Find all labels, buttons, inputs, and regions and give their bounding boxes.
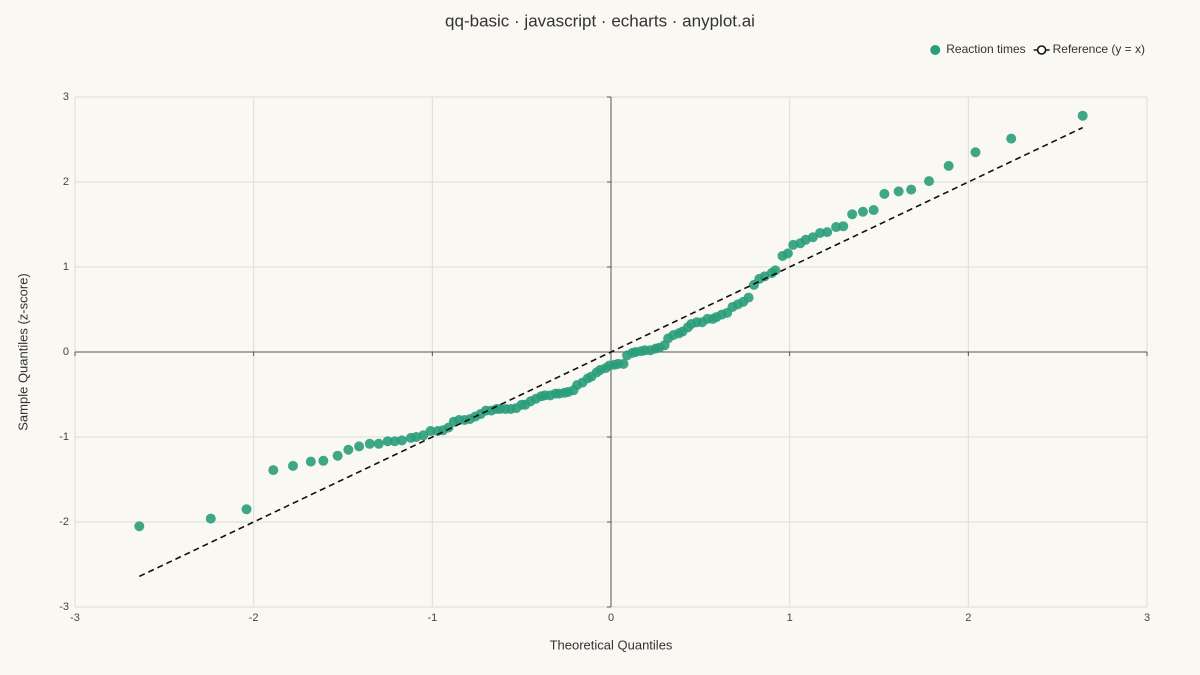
data-point <box>287 460 298 471</box>
data-point <box>847 209 858 220</box>
y-axis-label: Sample Quantiles (z-score) <box>15 273 30 431</box>
x-axis-label: Theoretical Quantiles <box>550 637 673 652</box>
legend-item: Reaction times <box>930 42 1026 56</box>
data-point <box>1006 133 1017 144</box>
data-point <box>425 426 436 437</box>
legend-label: Reaction times <box>946 42 1025 56</box>
y-tick-label: 2 <box>63 176 69 188</box>
data-point <box>970 147 981 158</box>
data-point <box>332 450 343 461</box>
data-point <box>879 188 890 199</box>
data-point <box>782 248 793 259</box>
y-tick-label: 3 <box>63 91 69 103</box>
y-tick-label: -2 <box>59 516 69 528</box>
x-tick-label: 2 <box>965 612 971 624</box>
x-tick-label: -2 <box>249 612 259 624</box>
data-point <box>318 455 329 466</box>
data-point <box>382 436 393 447</box>
chart-title: qq-basic · javascript · echarts · anyplo… <box>445 11 755 30</box>
reference-line <box>138 126 1084 578</box>
data-point <box>838 221 849 232</box>
data-point <box>305 456 316 467</box>
legend-symbol <box>1036 45 1047 55</box>
x-tick-label: 1 <box>787 612 793 624</box>
y-tick-label: -3 <box>59 601 69 613</box>
x-tick-label: -3 <box>70 612 80 624</box>
data-point <box>924 176 935 187</box>
data-point <box>205 513 216 524</box>
data-point <box>770 265 781 276</box>
y-tick-label: 0 <box>63 346 69 358</box>
data-point <box>343 444 354 455</box>
data-point <box>134 521 145 532</box>
data-point <box>354 441 365 452</box>
data-point <box>943 160 954 171</box>
data-point <box>906 184 917 195</box>
data-point <box>618 358 629 369</box>
y-tick-label: -1 <box>59 431 69 443</box>
data-point <box>373 438 384 449</box>
data-point <box>822 227 833 238</box>
x-tick-label: 3 <box>1144 612 1150 624</box>
data-point <box>857 206 868 217</box>
data-point <box>241 504 252 515</box>
data-point <box>743 292 754 303</box>
x-tick-label: -1 <box>427 612 437 624</box>
data-point <box>1077 110 1088 121</box>
data-point <box>893 186 904 197</box>
data-point <box>268 465 279 476</box>
x-tick-label: 0 <box>608 612 614 624</box>
y-tick-label: 1 <box>63 261 69 273</box>
data-point <box>364 438 375 449</box>
legend-symbol <box>930 45 941 55</box>
data-point <box>868 205 879 216</box>
legend-item: Reference (y = x) <box>1033 42 1145 56</box>
legend-label: Reference (y = x) <box>1053 42 1145 56</box>
data-point <box>396 435 407 446</box>
legend: Reaction times Reference (y = x) <box>930 42 1145 56</box>
